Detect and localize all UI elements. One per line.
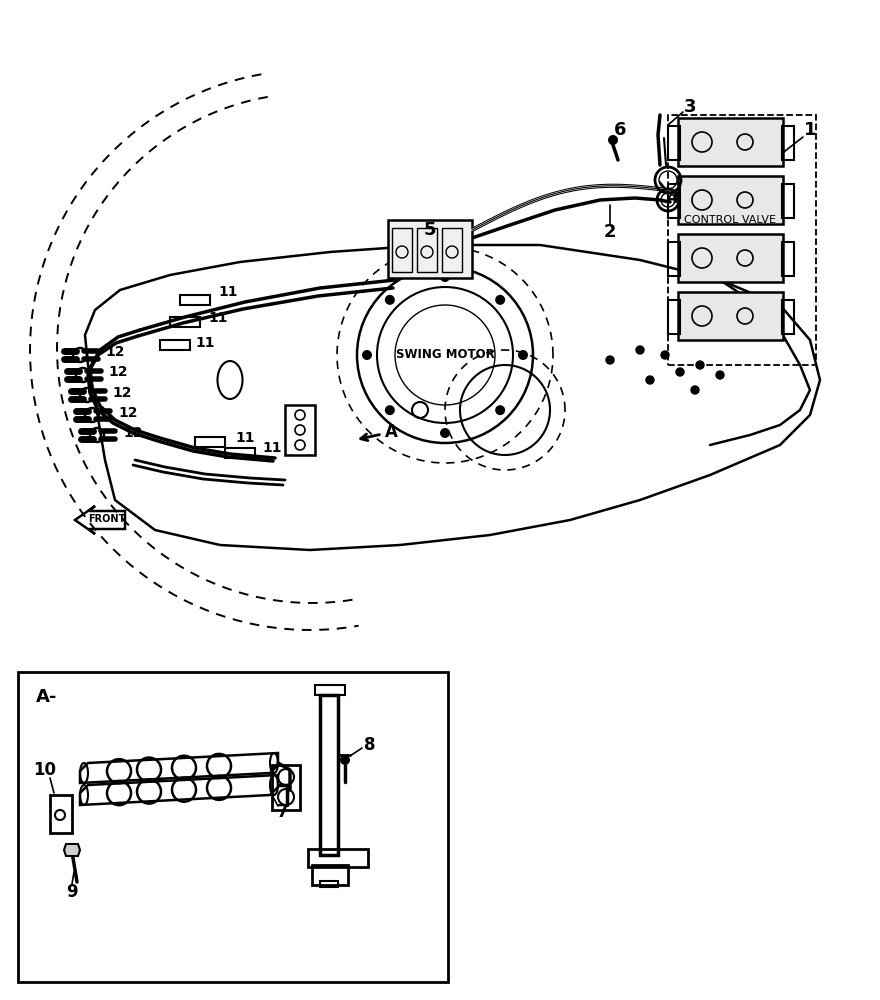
Circle shape (661, 351, 669, 359)
Bar (180, 295, 210, 305)
Circle shape (385, 295, 395, 305)
Bar (320, 881, 338, 887)
Bar (782, 184, 794, 218)
Bar (442, 228, 462, 272)
Circle shape (606, 356, 614, 364)
Bar (668, 126, 680, 160)
Bar (285, 405, 315, 455)
Text: 11: 11 (209, 311, 228, 325)
Text: 12: 12 (106, 345, 125, 359)
Text: FRONT: FRONT (88, 514, 126, 524)
Bar (392, 228, 412, 272)
Bar (160, 340, 190, 350)
Bar (195, 437, 225, 447)
Text: SWING MOTOR: SWING MOTOR (396, 349, 495, 361)
Text: 1: 1 (803, 121, 817, 139)
Text: 12: 12 (118, 406, 138, 420)
Circle shape (440, 272, 450, 282)
Text: 11: 11 (195, 336, 215, 350)
Bar (678, 234, 783, 282)
Bar (678, 118, 783, 166)
Text: 2: 2 (604, 223, 616, 241)
Bar (678, 292, 783, 340)
Text: A-: A- (36, 688, 57, 706)
Text: 7: 7 (277, 803, 289, 821)
Circle shape (495, 295, 505, 305)
Polygon shape (64, 844, 80, 856)
Circle shape (440, 428, 450, 438)
Circle shape (636, 346, 644, 354)
Bar (320, 695, 338, 855)
Text: 12: 12 (123, 426, 143, 440)
Circle shape (646, 376, 654, 384)
Text: 8: 8 (364, 736, 376, 754)
Bar (668, 184, 680, 218)
Bar (50, 795, 72, 833)
Bar (225, 448, 255, 458)
Circle shape (518, 350, 528, 360)
Text: 11: 11 (235, 431, 254, 445)
Bar (18, 672, 448, 982)
Bar (678, 176, 783, 224)
Bar (782, 300, 794, 334)
Circle shape (676, 368, 684, 376)
Text: 12: 12 (108, 365, 128, 379)
Text: CONTROL VALVE: CONTROL VALVE (684, 215, 776, 225)
Circle shape (691, 386, 699, 394)
Bar (315, 685, 345, 695)
Circle shape (495, 405, 505, 415)
Text: 9: 9 (66, 883, 77, 901)
Bar (668, 115, 816, 365)
Text: 11: 11 (218, 285, 238, 299)
Circle shape (716, 371, 724, 379)
Circle shape (696, 361, 704, 369)
Bar (668, 300, 680, 334)
Text: 11: 11 (262, 441, 282, 455)
Circle shape (362, 350, 372, 360)
Circle shape (385, 405, 395, 415)
Bar (417, 228, 437, 272)
Circle shape (608, 135, 618, 145)
Text: 6: 6 (613, 121, 627, 139)
Text: 10: 10 (33, 761, 56, 779)
Bar (388, 220, 472, 278)
Bar (312, 865, 348, 885)
Text: 3: 3 (684, 98, 696, 116)
Circle shape (340, 755, 350, 765)
Bar (782, 126, 794, 160)
Bar (308, 849, 368, 867)
Bar (782, 242, 794, 276)
Bar (272, 765, 300, 810)
Text: 5: 5 (424, 221, 436, 239)
Bar (170, 317, 200, 327)
Text: A: A (361, 423, 398, 441)
Bar (668, 242, 680, 276)
Text: 4: 4 (666, 189, 678, 207)
Text: 12: 12 (113, 386, 132, 400)
